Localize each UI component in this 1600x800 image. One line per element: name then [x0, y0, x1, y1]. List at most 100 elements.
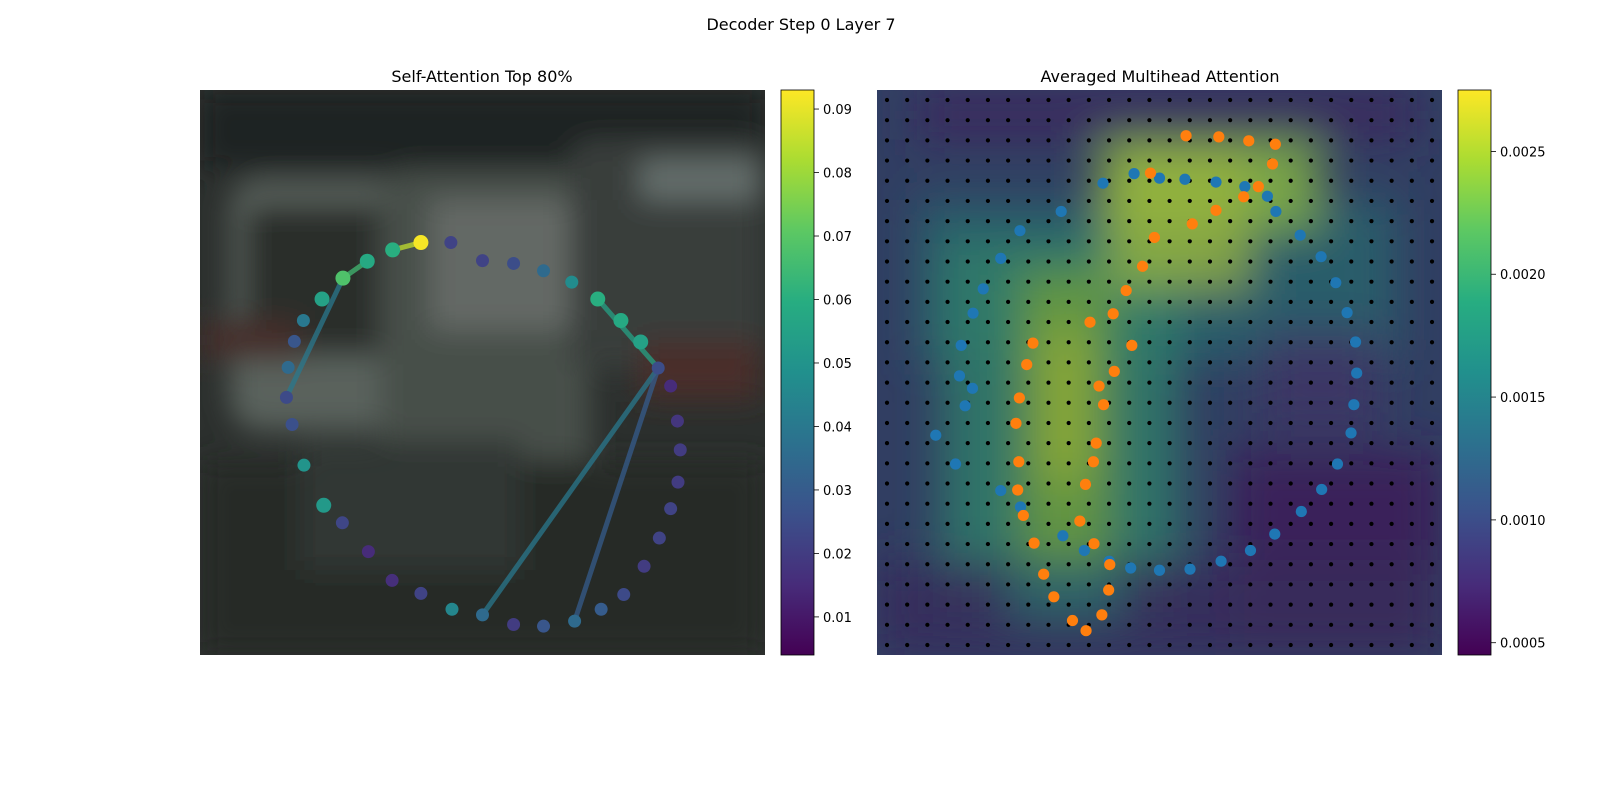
- grid-point: [1167, 319, 1172, 325]
- grid-point: [1369, 622, 1374, 627]
- grid-point: [905, 198, 910, 204]
- grid-point: [1248, 158, 1253, 163]
- grid-point: [1006, 582, 1011, 587]
- grid-point: [1086, 582, 1091, 587]
- grid-point: [1349, 541, 1354, 547]
- colorbar-tick-label: 0.0005: [1500, 637, 1546, 652]
- grid-point: [1288, 461, 1293, 466]
- grid-point: [1349, 319, 1354, 325]
- attention-edge: [283, 275, 346, 400]
- attention-point: [637, 559, 651, 573]
- grid-point: [1167, 501, 1172, 506]
- grid-point: [1127, 420, 1132, 426]
- series-2-point: [1186, 218, 1198, 230]
- series-1-point: [1125, 562, 1137, 574]
- grid-point: [1187, 259, 1192, 264]
- left-background-photo: [200, 90, 765, 655]
- grid-point: [1006, 461, 1011, 466]
- attention-point: [413, 235, 429, 251]
- grid-point: [1389, 239, 1394, 244]
- grid-point: [1086, 259, 1091, 264]
- grid-point: [1288, 521, 1293, 526]
- grid-point: [1429, 299, 1435, 304]
- grid-point: [1288, 441, 1293, 446]
- grid-point: [1106, 259, 1112, 264]
- grid-point: [1328, 521, 1334, 526]
- grid-point: [1409, 481, 1414, 486]
- grid-point: [1147, 97, 1152, 103]
- grid-point: [1369, 299, 1374, 304]
- series-1-point: [1179, 173, 1191, 185]
- grid-point: [1187, 360, 1192, 365]
- grid-point: [1349, 259, 1354, 264]
- grid-point: [1248, 501, 1253, 506]
- grid-point: [1228, 441, 1233, 446]
- grid-point: [1409, 178, 1414, 183]
- grid-point: [1328, 380, 1334, 385]
- grid-point: [1167, 541, 1172, 547]
- grid-point: [1046, 380, 1051, 385]
- grid-point: [1207, 441, 1213, 446]
- grid-point: [1207, 340, 1213, 345]
- grid-point: [1409, 521, 1414, 526]
- series-1-point: [1270, 205, 1282, 218]
- grid-point: [1268, 521, 1273, 526]
- grid-point: [1086, 239, 1091, 244]
- attention-point: [414, 586, 428, 600]
- grid-point: [1409, 158, 1414, 163]
- grid-point: [1389, 340, 1394, 345]
- grid-point: [1066, 239, 1071, 244]
- grid-point: [884, 138, 890, 143]
- grid-point: [1288, 541, 1293, 547]
- grid-point: [965, 622, 970, 627]
- grid-point: [925, 622, 930, 627]
- grid-point: [1429, 582, 1435, 587]
- grid-point: [1066, 279, 1071, 284]
- grid-point: [1429, 259, 1435, 264]
- grid-point: [1127, 521, 1132, 526]
- grid-point: [985, 299, 991, 304]
- grid-point: [1106, 481, 1112, 486]
- grid-point: [965, 158, 970, 163]
- grid-point: [1026, 582, 1031, 587]
- grid-point: [1187, 602, 1192, 607]
- grid-point: [1046, 299, 1051, 304]
- grid-point: [905, 360, 910, 365]
- grid-point: [1006, 622, 1011, 627]
- grid-point: [1026, 239, 1031, 244]
- grid-point: [1046, 219, 1051, 224]
- grid-point: [1248, 97, 1253, 103]
- grid-point: [1006, 481, 1011, 486]
- series-2-point: [1144, 167, 1157, 179]
- grid-point: [1308, 299, 1313, 304]
- grid-point: [1167, 602, 1172, 607]
- grid-point: [1308, 642, 1313, 648]
- grid-point: [1328, 642, 1334, 648]
- grid-point: [1106, 158, 1112, 163]
- grid-point: [1106, 319, 1112, 325]
- grid-point: [1046, 501, 1051, 506]
- grid-point: [1167, 299, 1172, 304]
- grid-point: [1328, 441, 1334, 446]
- grid-point: [1349, 178, 1354, 183]
- grid-point: [1409, 602, 1414, 607]
- grid-point: [884, 299, 890, 304]
- grid-point: [1026, 562, 1031, 567]
- grid-point: [1207, 521, 1213, 526]
- grid-point: [1268, 622, 1273, 627]
- grid-point: [1187, 118, 1192, 123]
- grid-point: [1389, 461, 1394, 466]
- grid-point: [1167, 400, 1172, 405]
- series-2-point: [1079, 478, 1092, 490]
- grid-point: [1046, 340, 1051, 345]
- grid-point: [925, 602, 930, 607]
- grid-point: [1308, 360, 1313, 365]
- grid-point: [985, 118, 991, 123]
- grid-point: [1248, 380, 1253, 385]
- grid-point: [1429, 562, 1435, 567]
- grid-point: [985, 158, 991, 163]
- attention-point: [537, 619, 551, 633]
- grid-point: [965, 138, 970, 143]
- grid-point: [985, 521, 991, 526]
- attention-edge: [572, 365, 661, 624]
